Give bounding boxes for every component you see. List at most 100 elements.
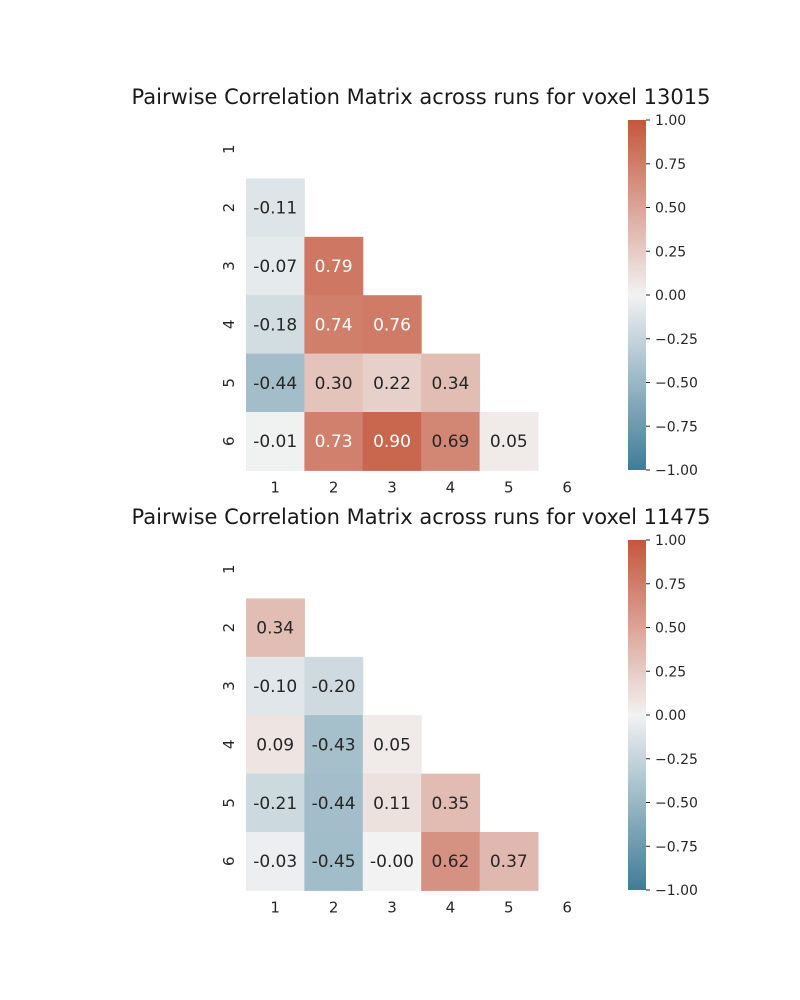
cell-value-label: 0.30 [315,374,353,394]
heatmap-cell-r4-c3 [362,295,422,355]
row-tick-label: 1 [220,144,238,154]
row-tick-label: 1 [220,564,238,574]
heatmap-cell-r4-c2 [304,715,364,775]
colorbar-tick-label: −1.00 [655,463,698,479]
heatmap-cell-r6-c4 [421,412,481,471]
colorbar-tick-label: −0.75 [655,419,698,435]
heatmap-cell-r6-c2 [304,412,364,471]
row-tick-label: 6 [220,436,238,446]
heatmap-cell-r6-c3 [362,412,422,471]
heatmap-panel-1: Pairwise Correlation Matrix across runs … [132,85,711,496]
heatmap-cell-r5-c4 [421,353,481,413]
colorbar-tick-label: −1.00 [655,883,698,899]
heatmap-cell-r3-c1 [246,236,305,296]
column-tick-label: 6 [562,898,572,916]
cell-value-label: -0.20 [312,677,356,697]
column-tick-label: 4 [446,898,456,916]
row-tick-label: 4 [220,740,238,750]
column-tick-label: 5 [504,898,514,916]
colorbar-tick-label: −0.25 [655,752,698,768]
cell-value-label: 0.34 [256,619,294,639]
colorbar-tick-label: 0.00 [655,288,686,304]
colorbar-tick-label: 0.00 [655,708,686,724]
heatmap-panel-2: Pairwise Correlation Matrix across runs … [132,505,711,916]
cell-value-label: -0.45 [312,852,356,872]
cell-value-label: -0.11 [253,199,297,219]
row-tick-label: 4 [220,320,238,330]
heatmap-cell-r4-c1 [246,295,305,355]
cell-value-label: 0.05 [490,432,528,452]
heatmap-cell-r4-c1 [246,715,305,775]
cell-value-label: -0.00 [370,852,414,872]
column-tick-label: 5 [504,478,514,496]
heatmap-cell-r6-c1 [246,832,305,891]
cell-value-label: 0.74 [315,315,353,335]
heatmap-cell-r6-c3 [362,832,422,891]
cell-value-label: -0.21 [253,794,297,814]
row-tick-label: 5 [220,798,238,808]
colorbar-tick-label: −0.25 [655,332,698,348]
colorbar-tick-label: −0.50 [655,376,698,392]
heatmap-cell-r6-c4 [421,832,481,891]
heatmap-cell-r5-c1 [246,773,305,833]
cell-value-label: 0.35 [431,794,469,814]
row-tick-label: 2 [220,623,238,633]
colorbar-tick-label: 0.50 [655,201,686,217]
row-tick-label: 6 [220,856,238,866]
cell-value-label: 0.09 [256,735,294,755]
column-tick-label: 4 [446,478,456,496]
cell-value-label: -0.07 [253,257,297,277]
colorbar-tick-label: 0.25 [655,664,686,680]
heatmap-cell-r6-c5 [479,412,539,471]
column-tick-label: 6 [562,478,572,496]
cell-value-label: -0.01 [253,432,297,452]
row-tick-label: 3 [220,261,238,271]
cell-value-label: 0.34 [431,374,469,394]
cell-value-label: 0.05 [373,735,411,755]
cell-value-label: -0.10 [253,677,297,697]
cell-value-label: -0.44 [253,374,297,394]
column-tick-label: 3 [387,478,397,496]
heatmap-cell-r5-c3 [362,353,422,413]
colorbar-tick-label: 1.00 [655,113,686,129]
colorbar-tick-label: 1.00 [655,533,686,549]
heatmap-cell-r5-c4 [421,773,481,833]
heatmap-cell-r5-c2 [304,353,364,413]
heatmap-cell-r3-c2 [304,236,364,296]
colorbar-tick-label: 0.75 [655,577,686,593]
column-tick-label: 1 [270,478,280,496]
cell-value-label: 0.11 [373,794,411,814]
column-tick-label: 1 [270,898,280,916]
cell-value-label: -0.03 [253,852,297,872]
cell-value-label: 0.62 [431,852,469,872]
heatmap-cell-r5-c3 [362,773,422,833]
heatmap-cell-r4-c2 [304,295,364,355]
colorbar-tick-label: −0.75 [655,839,698,855]
row-tick-label: 3 [220,681,238,691]
colorbar-tick-label: 0.25 [655,244,686,260]
heatmap-cell-r6-c2 [304,832,364,891]
cell-value-label: 0.79 [315,257,353,277]
cell-value-label: -0.18 [253,315,297,335]
colorbar-tick-label: −0.50 [655,796,698,812]
heatmap-cell-r6-c1 [246,412,305,471]
row-tick-label: 2 [220,203,238,213]
cell-value-label: 0.76 [373,315,411,335]
cell-value-label: 0.69 [431,432,469,452]
cell-value-label: 0.73 [315,432,353,452]
heatmap-cell-r3-c1 [246,656,305,716]
heatmap-cell-r5-c2 [304,773,364,833]
heatmap-cell-r3-c2 [304,656,364,716]
cell-value-label: 0.22 [373,374,411,394]
cell-value-label: 0.37 [490,852,528,872]
cell-value-label: -0.43 [312,735,356,755]
cell-value-label: -0.44 [312,794,356,814]
heatmap-cell-r2-c1 [246,598,305,658]
colorbar [628,120,646,470]
column-tick-label: 2 [329,898,339,916]
colorbar [628,540,646,890]
cell-value-label: 0.90 [373,432,411,452]
column-tick-label: 3 [387,898,397,916]
heatmap-cell-r6-c5 [479,832,539,891]
